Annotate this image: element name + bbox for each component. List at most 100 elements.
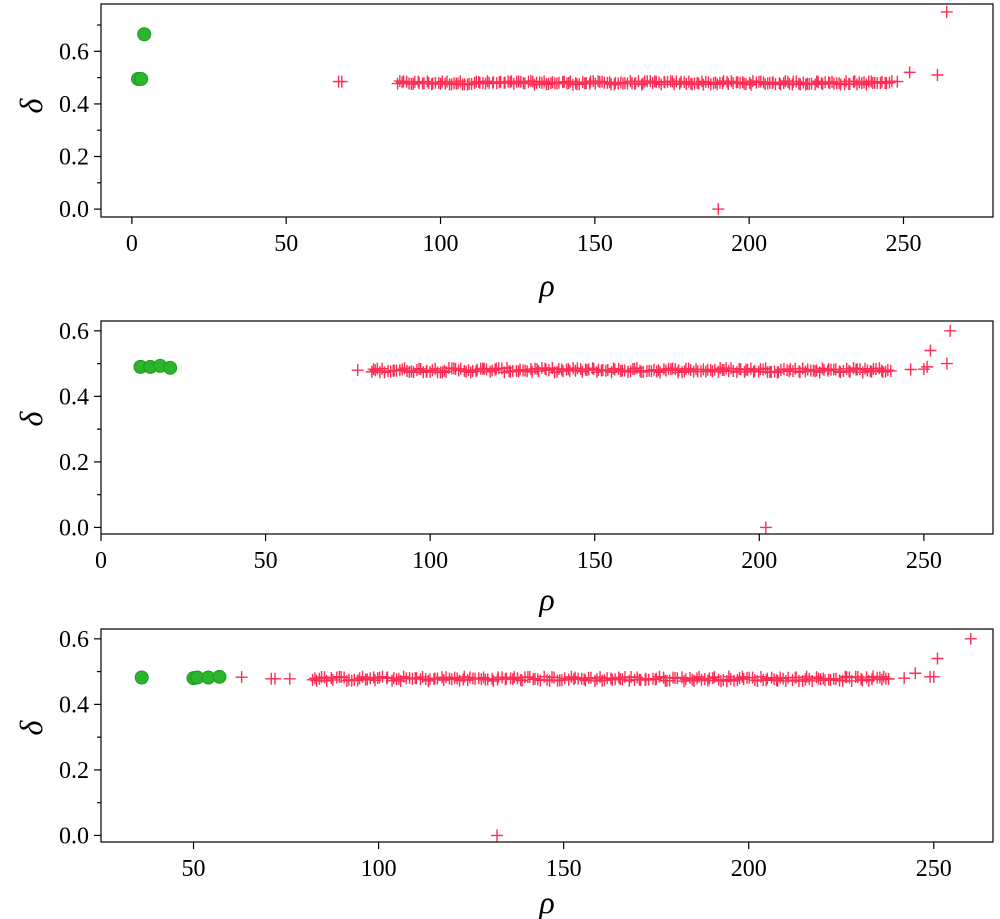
plus-marker <box>821 364 834 377</box>
plus-marker <box>931 652 944 665</box>
plus-marker <box>781 364 794 377</box>
plus-marker <box>541 673 554 686</box>
plot-frame <box>100 3 994 218</box>
plus-marker <box>801 363 814 376</box>
x-axis-label: ρ <box>538 884 554 919</box>
plus-marker <box>879 365 892 378</box>
plus-marker <box>741 363 754 376</box>
plus-marker <box>472 672 485 685</box>
plus-marker <box>335 75 348 88</box>
plus-marker <box>514 363 527 376</box>
plus-marker <box>701 674 714 687</box>
plus-marker <box>616 673 629 686</box>
plot-frame <box>100 320 994 535</box>
plus-marker <box>964 632 977 645</box>
x-tick-label: 200 <box>731 231 767 257</box>
plus-marker <box>816 78 829 91</box>
plus-marker <box>393 364 406 377</box>
plus-marker <box>917 363 930 376</box>
x-tick-label: 200 <box>731 856 767 882</box>
plus-marker <box>777 672 790 685</box>
plus-marker <box>855 673 868 686</box>
plus-marker <box>426 364 439 377</box>
plus-marker <box>599 364 612 377</box>
plus-marker <box>405 365 418 378</box>
x-tick-label: 150 <box>577 231 613 257</box>
plus-marker <box>464 366 477 379</box>
x-tick-label: 100 <box>361 856 397 882</box>
plus-marker <box>580 364 593 377</box>
plus-marker <box>884 364 897 377</box>
non-center-series <box>351 324 957 534</box>
y-axis-label: δ <box>13 410 49 426</box>
y-axis-label: δ <box>13 97 49 113</box>
plus-marker <box>396 363 409 376</box>
plus-marker <box>351 364 364 377</box>
circle-marker <box>137 27 152 42</box>
plus-marker <box>731 673 744 686</box>
plus-marker <box>944 324 957 337</box>
plus-marker <box>268 672 281 685</box>
plus-marker <box>659 364 672 377</box>
plus-marker <box>924 344 937 357</box>
plus-marker <box>767 76 780 89</box>
plus-marker <box>451 672 464 685</box>
plus-marker <box>779 674 792 687</box>
non-center-series <box>235 632 977 842</box>
y-tick-label: 0.2 <box>59 145 89 171</box>
plus-marker <box>506 673 519 686</box>
y-tick-label: 0.4 <box>59 384 89 410</box>
plus-marker <box>883 76 896 89</box>
plus-marker <box>569 364 582 377</box>
plus-marker <box>486 672 499 685</box>
x-tick-label: 50 <box>254 548 278 574</box>
circle-marker <box>134 71 149 86</box>
circle-marker <box>134 670 149 685</box>
y-tick-label: 0.0 <box>59 515 89 541</box>
plus-marker <box>528 78 541 91</box>
plus-marker <box>712 203 725 216</box>
scatter-panel-2: 0 50 100 150 200 250 0.0 0.2 0.4 0.6 ρ δ <box>13 319 994 617</box>
plus-marker <box>881 364 894 377</box>
plus-marker <box>650 365 663 378</box>
plus-marker <box>898 672 911 685</box>
plus-marker <box>384 365 397 378</box>
plus-marker <box>532 365 545 378</box>
plus-marker <box>672 364 685 377</box>
circle-marker <box>212 669 227 684</box>
plus-marker <box>539 363 552 376</box>
cluster-center-series <box>133 358 178 375</box>
plus-marker <box>877 670 890 683</box>
y-tick-label: 0.6 <box>59 39 89 65</box>
cluster-center-series <box>131 27 152 86</box>
plus-marker <box>796 362 809 375</box>
plus-marker <box>313 672 326 685</box>
plus-marker <box>940 5 953 18</box>
plus-marker <box>772 366 785 379</box>
plus-marker <box>927 670 940 683</box>
plus-marker <box>508 671 521 684</box>
x-tick-label: 50 <box>182 856 206 882</box>
plus-marker <box>519 364 532 377</box>
non-center-series <box>332 5 953 216</box>
plus-marker <box>909 667 922 680</box>
plus-marker <box>810 75 823 88</box>
plus-marker <box>903 66 916 79</box>
plus-marker <box>684 364 697 377</box>
plus-marker <box>725 75 738 88</box>
plus-marker <box>361 673 374 686</box>
x-tick-label: 0 <box>95 548 107 574</box>
cluster-center-series <box>134 669 227 686</box>
plus-marker <box>283 672 296 685</box>
plus-marker <box>628 362 641 375</box>
plus-marker <box>759 521 772 534</box>
x-tick-label: 150 <box>577 548 613 574</box>
scatter-panel-1: 0 50 100 150 200 250 0.0 0.2 0.4 0.6 ρ δ <box>13 3 994 303</box>
plus-marker <box>860 78 873 91</box>
x-axis-label: ρ <box>538 267 554 303</box>
plus-marker <box>526 365 539 378</box>
plus-marker <box>706 672 719 685</box>
x-tick-label: 150 <box>546 856 582 882</box>
y-tick-label: 0.0 <box>59 823 89 849</box>
